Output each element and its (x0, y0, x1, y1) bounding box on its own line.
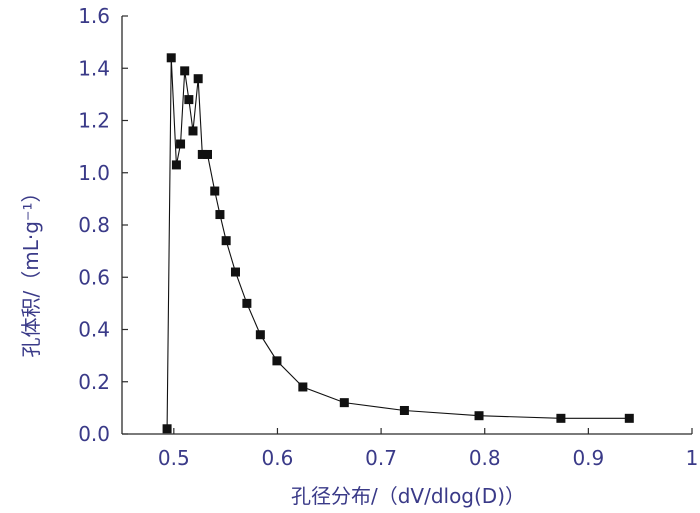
x-axis-ticks: 0.5 0.6 0.7 0.8 0.9 1 (158, 428, 698, 470)
data-point (556, 413, 566, 423)
x-tick-label: 0.5 (158, 446, 190, 470)
x-tick-label: 0.6 (262, 446, 294, 470)
y-tick-label: 0.6 (78, 265, 110, 289)
series-layer (162, 53, 634, 434)
data-point (197, 149, 207, 159)
data-point (221, 236, 231, 246)
data-point (162, 424, 172, 434)
axes (121, 16, 692, 435)
y-tick-label: 1.4 (78, 56, 110, 80)
data-point (339, 398, 349, 408)
y-tick-label: 1.2 (78, 109, 110, 133)
y-tick-label: 1.0 (78, 161, 110, 185)
data-point (171, 160, 181, 170)
data-point (215, 210, 225, 220)
data-point (176, 139, 186, 149)
data-point (210, 186, 220, 196)
x-tick-label: 1 (686, 446, 699, 470)
data-point (180, 66, 190, 76)
data-point (193, 74, 203, 84)
y-tick-label: 0.8 (78, 213, 110, 237)
data-point (188, 126, 198, 136)
y-axis-ticks: 0.0 0.2 0.4 0.6 0.8 1.0 1.2 1.4 1.6 (78, 4, 128, 446)
data-point (474, 411, 484, 421)
data-point (242, 298, 252, 308)
x-tick-label: 0.7 (365, 446, 397, 470)
series-line (166, 57, 630, 429)
data-point (255, 330, 265, 340)
data-point (399, 405, 409, 415)
data-point (298, 382, 308, 392)
y-tick-label: 0.4 (78, 318, 110, 342)
data-point (184, 95, 194, 105)
x-tick-label: 0.9 (572, 446, 604, 470)
y-tick-label: 0.0 (78, 422, 110, 446)
data-point (203, 149, 212, 159)
data-point (166, 53, 176, 63)
data-point (230, 267, 240, 277)
x-tick-label: 0.8 (469, 446, 501, 470)
data-point (272, 356, 282, 366)
y-tick-label: 0.2 (78, 370, 110, 394)
y-axis-title: 孔体积/（mL·g⁻¹） (19, 183, 43, 358)
y-tick-label: 1.6 (78, 4, 110, 28)
x-axis-title: 孔径分布/（dV/dlog(D)） (291, 484, 525, 508)
data-point (624, 413, 634, 423)
